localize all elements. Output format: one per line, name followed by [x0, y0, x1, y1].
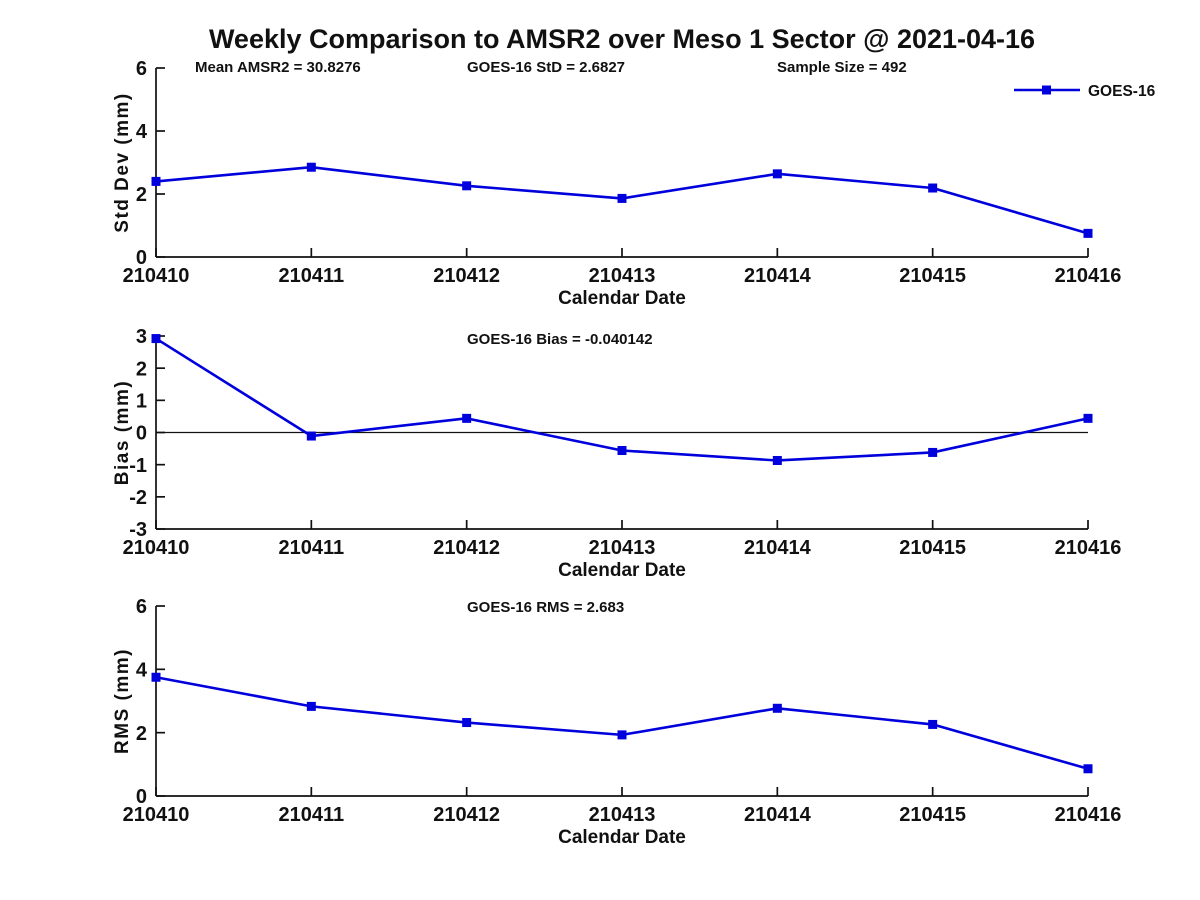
data-point — [1083, 413, 1093, 423]
data-line-rms — [155, 675, 1089, 771]
data-point — [1083, 764, 1093, 774]
y-tick-label: 6 — [136, 596, 147, 618]
chart-annotation: GOES-16 RMS = 2.683 — [467, 599, 624, 616]
data-point — [306, 162, 316, 172]
data-point — [1083, 228, 1093, 238]
y-tick-label: -2 — [129, 487, 147, 509]
x-tick-label: 210411 — [279, 537, 345, 559]
y-tick-label: 1 — [136, 391, 147, 413]
x-tick-label: 210416 — [1055, 804, 1122, 826]
x-tick-label: 210412 — [433, 265, 500, 287]
y-axis-title: RMS (mm) — [112, 648, 133, 754]
x-tick-label: 210416 — [1055, 537, 1122, 559]
chart-annotation: GOES-16 Bias = -0.040142 — [467, 331, 653, 348]
x-tick-label: 210415 — [899, 804, 966, 826]
y-tick-label: 4 — [136, 121, 148, 143]
data-point — [462, 718, 472, 728]
data-point — [617, 193, 627, 203]
chart-std-dev: 0 2 4 6 210410 210411 210412 210413 210414 210415… — [112, 58, 1121, 309]
chart-annotation: GOES-16 StD = 2.6827 — [467, 59, 625, 76]
legend-label: GOES-16 — [1088, 83, 1156, 100]
x-tick-label: 210413 — [589, 804, 656, 826]
data-point — [928, 447, 938, 457]
data-point — [306, 701, 316, 711]
y-tick-label: 0 — [136, 423, 147, 445]
data-point — [462, 181, 472, 191]
x-axis-title: Calendar Date — [558, 288, 686, 309]
data-point — [928, 719, 938, 729]
chart-bias: -3 -2 -1 0 1 2 3 210410 210411 210412 210413 210414… — [112, 326, 1121, 581]
legend-marker-icon — [1042, 85, 1051, 95]
x-tick-label: 210412 — [433, 537, 500, 559]
data-point — [151, 672, 161, 682]
data-point — [772, 455, 782, 465]
x-tick-label: 210413 — [589, 537, 656, 559]
y-tick-label: 0 — [136, 786, 147, 808]
y-tick-label: 0 — [136, 247, 147, 269]
y-tick-label: 3 — [136, 326, 147, 348]
x-axis-title: Calendar Date — [558, 827, 686, 848]
data-point — [928, 183, 938, 193]
data-point — [151, 334, 161, 344]
y-tick-label: -1 — [129, 455, 147, 477]
x-tick-label: 210410 — [123, 804, 190, 826]
x-tick-label: 210410 — [123, 265, 190, 287]
y-tick-label: 6 — [136, 58, 147, 80]
chart-rms: 0 2 4 6 210410 210411 210412 210413 210414 210415… — [112, 596, 1121, 848]
data-point — [151, 176, 161, 186]
chart-annotation: Sample Size = 492 — [777, 59, 907, 76]
y-axis-title: Bias (mm) — [112, 380, 133, 485]
x-tick-label: 210411 — [279, 804, 345, 826]
x-tick-label: 210411 — [279, 265, 345, 287]
x-tick-label: 210414 — [744, 265, 812, 287]
data-point — [306, 431, 316, 441]
y-tick-label: 4 — [136, 660, 148, 682]
x-tick-label: 210416 — [1055, 265, 1122, 287]
y-tick-label: 2 — [136, 184, 147, 206]
x-tick-label: 210414 — [744, 537, 812, 559]
x-axis-title: Calendar Date — [558, 560, 686, 581]
legend: GOES-16 — [1014, 83, 1156, 100]
data-point — [462, 413, 472, 423]
figure-title: Weekly Comparison to AMSR2 over Meso 1 S… — [208, 24, 1036, 54]
data-point — [617, 730, 627, 740]
x-tick-label: 210415 — [899, 537, 966, 559]
data-point — [617, 446, 627, 456]
data-point — [772, 169, 782, 179]
x-tick-label: 210415 — [899, 265, 966, 287]
data-line-bias — [155, 337, 1089, 462]
data-point — [772, 703, 782, 713]
y-tick-label: 2 — [136, 723, 147, 745]
y-axis-title: Std Dev (mm) — [112, 92, 133, 232]
x-tick-label: 210412 — [433, 804, 500, 826]
x-tick-label: 210414 — [744, 804, 812, 826]
x-tick-label: 210413 — [589, 265, 656, 287]
x-tick-label: 210410 — [123, 537, 190, 559]
y-tick-label: -3 — [129, 519, 147, 541]
y-tick-label: 2 — [136, 358, 147, 380]
chart-annotation: Mean AMSR2 = 30.8276 — [195, 59, 361, 76]
